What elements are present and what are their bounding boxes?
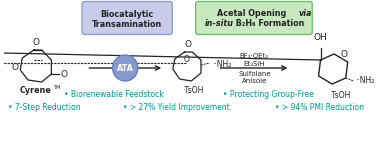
Text: BF₃·OEt₂: BF₃·OEt₂: [240, 53, 269, 59]
FancyBboxPatch shape: [82, 1, 172, 35]
Text: O: O: [11, 63, 19, 72]
Text: • > 27% Yield Improvement: • > 27% Yield Improvement: [123, 104, 230, 112]
Text: Cyrene: Cyrene: [20, 85, 52, 95]
Text: • 7-Step Reduction: • 7-Step Reduction: [8, 104, 81, 112]
Text: ATA: ATA: [117, 64, 134, 72]
Text: O: O: [33, 38, 39, 47]
Text: ··NH₂: ··NH₂: [212, 60, 231, 68]
Text: TM: TM: [53, 84, 60, 89]
Text: ·TsOH: ·TsOH: [329, 92, 351, 100]
Text: via: via: [298, 8, 311, 17]
Text: O: O: [60, 69, 67, 79]
Text: ·TsOH: ·TsOH: [183, 85, 204, 95]
Text: • Biorenewable Feedstock: • Biorenewable Feedstock: [64, 89, 163, 99]
Text: • Protecting Group-Free: • Protecting Group-Free: [223, 89, 313, 99]
Text: Biocatalytic: Biocatalytic: [101, 9, 154, 19]
Text: ··NH₂: ··NH₂: [355, 76, 375, 84]
Text: Anisole: Anisole: [242, 78, 267, 84]
Text: O: O: [341, 49, 348, 59]
Text: Et₃SiH: Et₃SiH: [244, 61, 265, 67]
Text: OH: OH: [314, 33, 327, 42]
Text: Acetal Opening: Acetal Opening: [217, 8, 290, 17]
Circle shape: [113, 55, 138, 81]
Text: O: O: [185, 40, 192, 49]
Text: O: O: [183, 55, 189, 64]
Text: B₂H₆ Formation: B₂H₆ Formation: [233, 19, 305, 28]
Text: Transamination: Transamination: [92, 20, 162, 28]
FancyBboxPatch shape: [196, 1, 312, 35]
Text: • > 94% PMI Reduction: • > 94% PMI Reduction: [275, 104, 364, 112]
Text: Sulfolane: Sulfolane: [238, 71, 271, 77]
Text: in-situ: in-situ: [205, 19, 234, 28]
